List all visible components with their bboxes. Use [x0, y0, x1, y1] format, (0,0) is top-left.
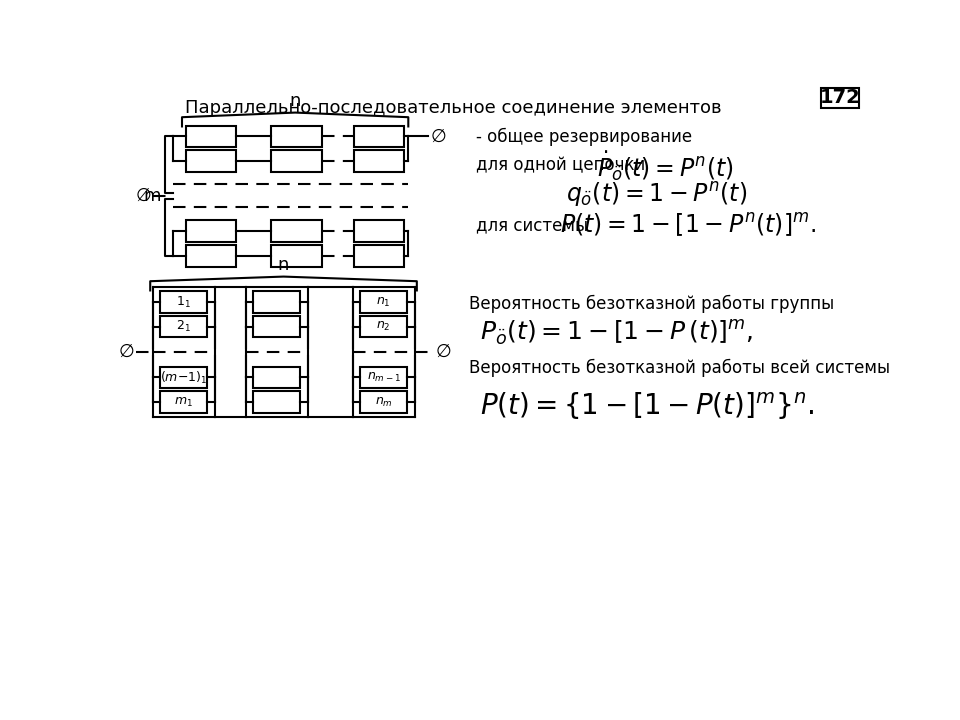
Text: $P(t) = 1 - [1 - P^n(t)]^m$.: $P(t) = 1 - [1 - P^n(t)]^m$.	[561, 211, 816, 239]
Text: $q_{\ddot{o}}(t) = 1 - P^n(t)$: $q_{\ddot{o}}(t) = 1 - P^n(t)$	[565, 180, 747, 209]
Text: для одной цепочки: для одной цепочки	[476, 157, 646, 175]
Text: $\varnothing$: $\varnothing$	[135, 186, 152, 204]
Text: - общее резервирование: - общее резервирование	[476, 127, 692, 145]
Text: $2_1$: $2_1$	[176, 319, 191, 334]
Text: Вероятность безотказной работы группы: Вероятность безотказной работы группы	[468, 294, 834, 312]
Text: Параллельно-последовательное соединение элементов: Параллельно-последовательное соединение …	[185, 99, 722, 117]
Bar	[822, 88, 858, 108]
Bar	[186, 220, 236, 242]
Bar	[360, 316, 407, 338]
Text: $n_1$: $n_1$	[376, 295, 391, 309]
Bar	[253, 316, 300, 338]
Text: $\varnothing$: $\varnothing$	[118, 343, 134, 361]
Bar	[354, 220, 404, 242]
Bar	[271, 220, 322, 242]
Bar	[160, 366, 206, 388]
Bar	[160, 291, 206, 312]
Bar	[354, 150, 404, 172]
Text: n: n	[290, 91, 300, 109]
Bar	[253, 291, 300, 312]
Bar	[186, 245, 236, 266]
Text: $P(t) = \{1 - [1 - P(t)]^m\}^n$.: $P(t) = \{1 - [1 - P(t)]^m\}^n$.	[480, 390, 815, 422]
Bar	[186, 126, 236, 147]
Bar	[360, 291, 407, 312]
Bar	[271, 245, 322, 266]
Text: $P_{\ddot{o}}(t) = 1 - [1 - P\,(t)]^m$,: $P_{\ddot{o}}(t) = 1 - [1 - P\,(t)]^m$,	[480, 319, 754, 347]
Bar	[186, 150, 236, 172]
Bar	[360, 366, 407, 388]
Bar	[160, 392, 206, 413]
Text: $n_2$: $n_2$	[376, 320, 391, 333]
Text: для системы: для системы	[476, 216, 588, 234]
Bar	[253, 366, 300, 388]
Text: 172: 172	[820, 89, 860, 107]
Bar	[271, 150, 322, 172]
Text: n: n	[277, 256, 289, 274]
Bar	[160, 316, 206, 338]
Text: $n_{m-1}$: $n_{m-1}$	[367, 371, 400, 384]
Bar	[271, 126, 322, 147]
Text: $1_1$: $1_1$	[176, 294, 191, 310]
Bar	[360, 392, 407, 413]
Text: $\dot{P}_{\ddot{o}}(t) = P^n(t)$: $\dot{P}_{\ddot{o}}(t) = P^n(t)$	[596, 149, 733, 183]
Text: $n_m$: $n_m$	[374, 395, 393, 409]
Bar	[354, 126, 404, 147]
Text: $(m{-}1)_1$: $(m{-}1)_1$	[160, 369, 207, 385]
Text: $\varnothing$: $\varnothing$	[430, 127, 446, 145]
Text: m: m	[144, 187, 161, 205]
Text: Вероятность безотказной работы всей системы: Вероятность безотказной работы всей сист…	[468, 359, 890, 377]
Bar	[253, 392, 300, 413]
Text: $\varnothing$: $\varnothing$	[436, 343, 452, 361]
Bar	[354, 245, 404, 266]
Text: $m_1$: $m_1$	[174, 395, 193, 409]
